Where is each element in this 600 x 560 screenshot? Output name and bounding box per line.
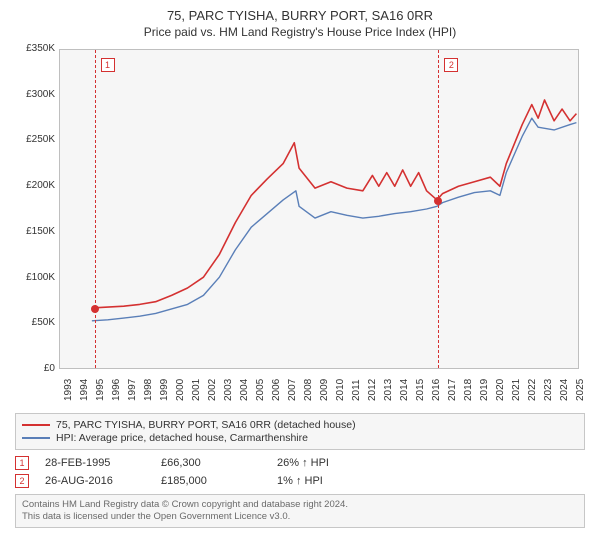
x-tick-label: 1998	[143, 379, 154, 401]
x-tick-label: 2011	[351, 379, 362, 401]
x-tick-label: 2000	[175, 379, 186, 401]
legend-label: 75, PARC TYISHA, BURRY PORT, SA16 0RR (d…	[56, 419, 356, 431]
y-tick-label: £150K	[15, 226, 55, 237]
footer-line1: Contains HM Land Registry data © Crown c…	[22, 499, 578, 511]
x-tick-label: 2002	[207, 379, 218, 401]
x-tick-label: 2016	[431, 379, 442, 401]
transactions-table: 1 28-FEB-1995 £66,300 26% ↑ HPI 2 26-AUG-2016…	[15, 456, 585, 488]
transaction-row: 1 28-FEB-1995 £66,300 26% ↑ HPI	[15, 456, 585, 470]
x-tick-label: 2013	[383, 379, 394, 401]
chart-lines	[60, 50, 578, 368]
x-tick-label: 2020	[495, 379, 506, 401]
transaction-row: 2 26-AUG-2016 £185,000 1% ↑ HPI	[15, 474, 585, 488]
x-tick-label: 2018	[463, 379, 474, 401]
x-tick-label: 1993	[63, 379, 74, 401]
x-tick-label: 1997	[127, 379, 138, 401]
transaction-hpi-delta: 1% ↑ HPI	[277, 475, 377, 487]
chart-container: £0£50K£100K£150K£200K£250K£300K£350K 12 …	[15, 49, 585, 409]
x-tick-label: 2022	[527, 379, 538, 401]
transaction-marker: 1	[15, 456, 29, 470]
legend-swatch	[22, 424, 50, 426]
transaction-price: £185,000	[161, 475, 261, 487]
chart-subtitle: Price paid vs. HM Land Registry's House …	[12, 25, 588, 39]
x-tick-label: 2003	[223, 379, 234, 401]
transaction-date: 26-AUG-2016	[45, 475, 145, 487]
footer-attribution: Contains HM Land Registry data © Crown c…	[15, 494, 585, 528]
transaction-hpi-delta: 26% ↑ HPI	[277, 457, 377, 469]
marker-label-1: 1	[101, 58, 115, 72]
x-tick-label: 2008	[303, 379, 314, 401]
x-tick-label: 2005	[255, 379, 266, 401]
marker-dot-1	[91, 305, 99, 313]
y-tick-label: £250K	[15, 134, 55, 145]
x-tick-label: 2024	[559, 379, 570, 401]
legend-label: HPI: Average price, detached house, Carm…	[56, 432, 308, 444]
chart-title-address: 75, PARC TYISHA, BURRY PORT, SA16 0RR	[12, 8, 588, 23]
y-tick-label: £50K	[15, 317, 55, 328]
x-tick-label: 1994	[79, 379, 90, 401]
marker-dot-2	[434, 197, 442, 205]
y-tick-label: £300K	[15, 89, 55, 100]
y-tick-label: £200K	[15, 180, 55, 191]
x-tick-label: 1999	[159, 379, 170, 401]
x-tick-label: 2023	[543, 379, 554, 401]
plot-area: 12	[59, 49, 579, 369]
x-tick-label: 2004	[239, 379, 250, 401]
y-tick-label: £0	[15, 363, 55, 374]
legend-box: 75, PARC TYISHA, BURRY PORT, SA16 0RR (d…	[15, 413, 585, 450]
marker-vline-2	[438, 50, 439, 368]
x-tick-label: 2009	[319, 379, 330, 401]
transaction-date: 28-FEB-1995	[45, 457, 145, 469]
x-tick-label: 2025	[575, 379, 586, 401]
legend-item: 75, PARC TYISHA, BURRY PORT, SA16 0RR (d…	[22, 419, 578, 431]
x-tick-label: 2017	[447, 379, 458, 401]
transaction-price: £66,300	[161, 457, 261, 469]
y-tick-label: £350K	[15, 43, 55, 54]
legend-item: HPI: Average price, detached house, Carm…	[22, 432, 578, 444]
x-tick-label: 2006	[271, 379, 282, 401]
marker-vline-1	[95, 50, 96, 368]
x-tick-label: 1995	[95, 379, 106, 401]
x-tick-label: 2001	[191, 379, 202, 401]
x-tick-label: 2010	[335, 379, 346, 401]
legend-swatch	[22, 437, 50, 439]
x-tick-label: 2012	[367, 379, 378, 401]
x-tick-label: 2014	[399, 379, 410, 401]
x-tick-label: 1996	[111, 379, 122, 401]
x-tick-label: 2019	[479, 379, 490, 401]
x-tick-label: 2007	[287, 379, 298, 401]
x-tick-label: 2015	[415, 379, 426, 401]
footer-line2: This data is licensed under the Open Gov…	[22, 511, 578, 523]
y-tick-label: £100K	[15, 272, 55, 283]
x-tick-label: 2021	[511, 379, 522, 401]
marker-label-2: 2	[444, 58, 458, 72]
transaction-marker: 2	[15, 474, 29, 488]
